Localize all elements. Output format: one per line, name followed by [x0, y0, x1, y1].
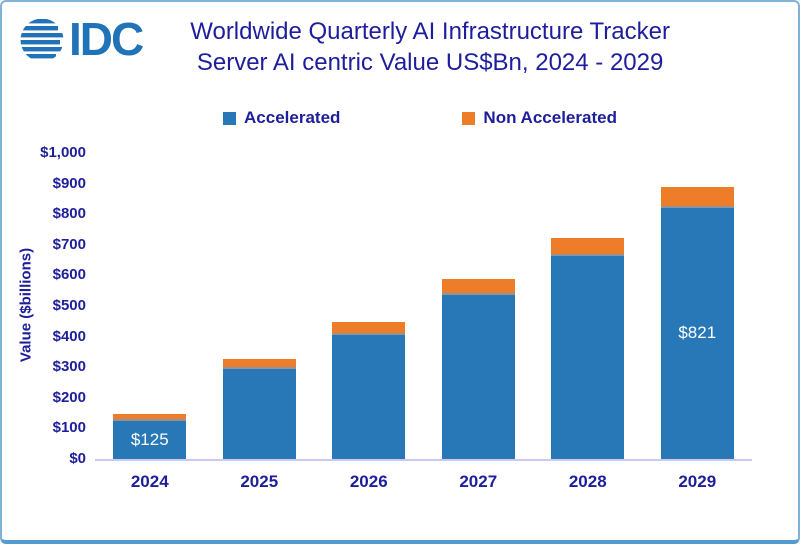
- idc-globe-icon: [20, 18, 64, 62]
- chart-title-line1: Worldwide Quarterly AI Infrastructure Tr…: [190, 18, 670, 45]
- legend-label: Non Accelerated: [483, 108, 617, 127]
- bar-segment-non-accelerated: [332, 322, 406, 336]
- bar-2024: $125: [113, 413, 187, 459]
- y-tick-label: $0: [69, 450, 86, 467]
- x-label-2024: 2024: [130, 472, 169, 491]
- y-tick-label: $500: [52, 297, 86, 314]
- x-label-2027: 2027: [459, 472, 498, 491]
- x-axis-labels: 2024 2025 2026 2027 2028 2029: [95, 472, 752, 492]
- y-tick-label: $800: [52, 205, 86, 223]
- legend-label: Accelerated: [244, 108, 341, 127]
- y-tick-label: $900: [52, 174, 86, 192]
- bar-segment-accelerated: [222, 369, 296, 459]
- bar-segment-non-accelerated: [660, 187, 734, 208]
- idc-logo-text: IDC: [69, 13, 144, 65]
- y-tick-label: $400: [52, 327, 86, 345]
- chart-title-line2: Server AI centric Value US$Bn, 2024 - 20…: [196, 49, 664, 76]
- legend: Accelerated Non Accelerated: [42, 108, 798, 128]
- legend-swatch-accelerated: [223, 111, 237, 125]
- legend-item-accelerated: Accelerated: [223, 108, 340, 128]
- bar-2025: [222, 359, 296, 459]
- y-tick-label: $600: [52, 266, 86, 284]
- bar-2028: [551, 237, 625, 459]
- legend-item-non-accelerated: Non Accelerated: [462, 108, 617, 128]
- y-tick-label: $200: [52, 388, 86, 406]
- bar-segment-non-accelerated: [222, 359, 296, 370]
- x-label-2028: 2028: [568, 472, 607, 491]
- bar-value-label: $821: [678, 323, 717, 343]
- bar-segment-accelerated: $821: [660, 207, 734, 459]
- y-tick-label: $700: [52, 235, 86, 253]
- chart-header: IDC Worldwide Quarterly AI Infrastructur…: [18, 14, 782, 78]
- idc-logo: IDC: [18, 13, 144, 65]
- bar-2026: [332, 322, 406, 459]
- bar-segment-non-accelerated: [551, 237, 625, 257]
- y-tick-label: $1,000: [40, 144, 86, 161]
- bar-segment-accelerated: [441, 295, 515, 459]
- bar-segment-accelerated: [551, 256, 625, 459]
- chart-title: Worldwide Quarterly AI Infrastructure Tr…: [142, 14, 718, 78]
- x-label-2025: 2025: [240, 472, 279, 491]
- bar-segment-accelerated: $125: [113, 420, 187, 459]
- x-label-2026: 2026: [349, 472, 388, 491]
- bar-segment-non-accelerated: [113, 413, 187, 421]
- y-axis-tick-labels: $0 $100 $200 $300 $400 $500 $600 $700 $800 $900 $1…: [2, 144, 86, 467]
- legend-swatch-non-accelerated: [462, 111, 476, 125]
- y-tick-label: $300: [52, 358, 86, 376]
- y-tick-label: $100: [52, 419, 86, 437]
- plot-area: $125 $821: [95, 153, 752, 461]
- bar-segment-non-accelerated: [441, 279, 515, 296]
- bar-segment-accelerated: [332, 335, 406, 459]
- bar-2029: $821: [660, 187, 734, 459]
- bar-2027: [441, 279, 515, 459]
- bar-value-label: $125: [130, 429, 169, 449]
- x-label-2029: 2029: [678, 472, 717, 491]
